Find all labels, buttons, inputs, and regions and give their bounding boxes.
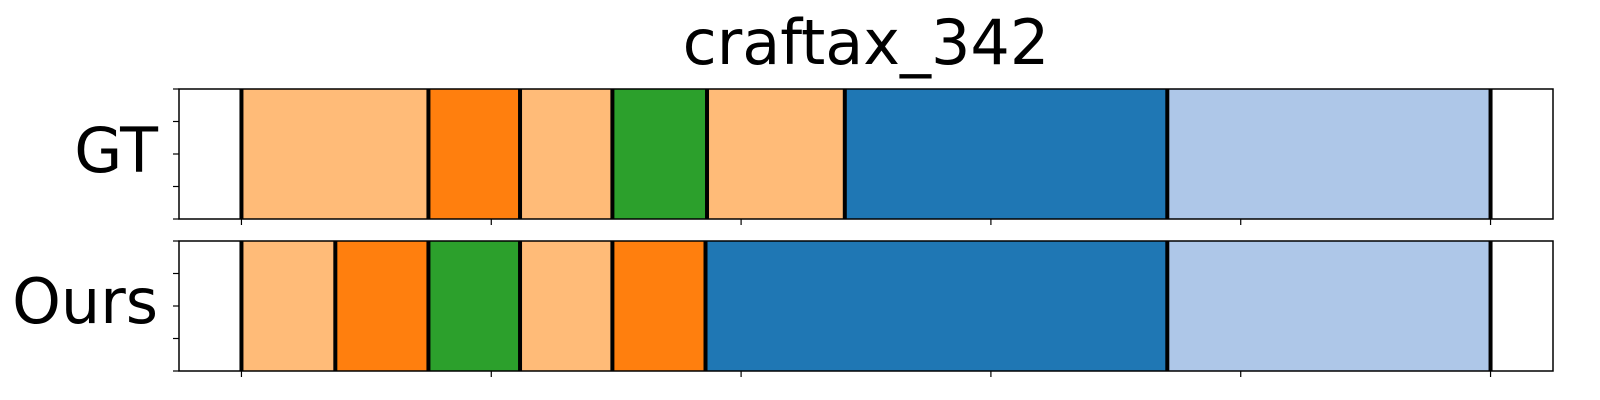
segment-gt-0: [241, 89, 429, 219]
segment-gt-6: [1167, 89, 1491, 219]
row-label-ours: Ours: [12, 265, 158, 338]
segment-ours-5: [705, 241, 1168, 371]
row-gt: GT: [74, 88, 1554, 225]
segment-ours-6: [1167, 241, 1491, 371]
segment-ours-0: [241, 241, 336, 371]
row-ours: Ours: [12, 240, 1554, 377]
segment-gt-3: [612, 89, 708, 219]
segment-ours-1: [335, 241, 429, 371]
segment-gt-4: [707, 89, 845, 219]
segment-gt-5: [844, 89, 1168, 219]
chart-title: craftax_342: [683, 6, 1050, 79]
segment-gt-2: [520, 89, 613, 219]
segment-gt-1: [428, 89, 521, 219]
segment-ours-2: [428, 241, 521, 371]
segment-ours-3: [520, 241, 613, 371]
row-label-gt: GT: [74, 114, 159, 187]
segment-ours-4: [612, 241, 706, 371]
rows-layer: GT Ours: [12, 88, 1554, 377]
